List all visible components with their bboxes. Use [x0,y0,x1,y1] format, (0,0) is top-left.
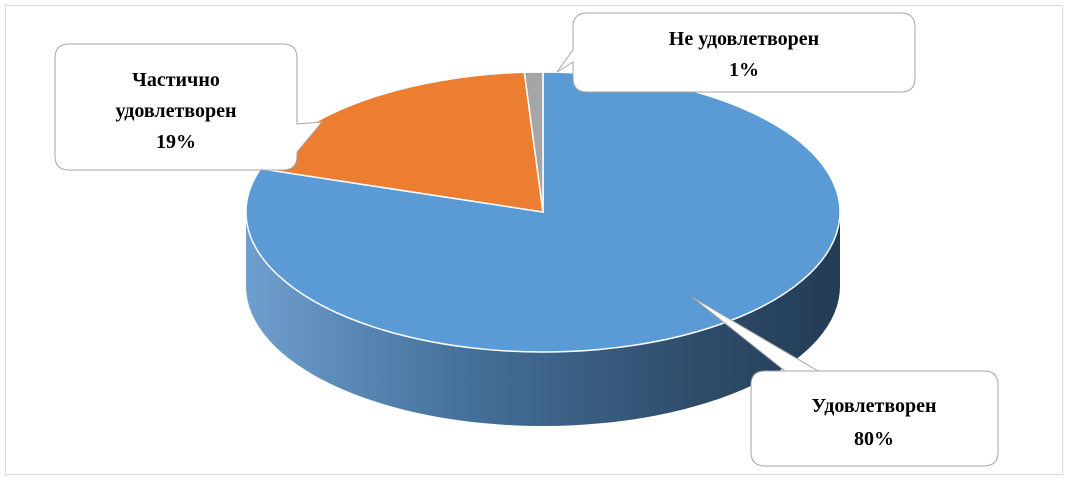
callout-satisfied: Удовлетворен 80% [691,296,999,467]
callout-partial-value: 19% [156,131,196,153]
callout-satisfied-box [691,296,999,467]
pie-slices [245,71,841,426]
callout-partial-line2: удовлетворен [115,100,236,122]
callout-not-satisfied-box [556,12,916,93]
pie-slice-2 [523,71,544,213]
callout-satisfied-label: Удовлетворен [811,395,936,417]
callout-not-satisfied-label: Не удовлетворен [669,28,819,50]
callout-satisfied-value: 80% [854,428,894,450]
callout-not-satisfied-value: 1% [729,59,759,81]
pie-side-wall [246,212,840,426]
callout-partial-box [54,43,324,171]
callout-partial: Частично удовлетворен 19% [54,43,324,171]
callout-not-satisfied: Не удовлетворен 1% [556,12,916,93]
callout-partial-line1: Частично [132,69,220,91]
